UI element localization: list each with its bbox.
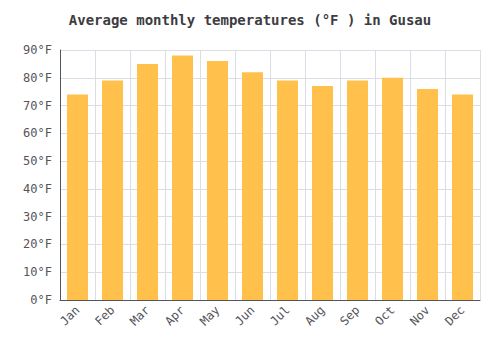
svg-text:90°F: 90°F — [23, 43, 52, 57]
svg-text:0°F: 0°F — [30, 293, 52, 307]
svg-text:Jan: Jan — [57, 303, 82, 328]
svg-text:50°F: 50°F — [23, 154, 52, 168]
svg-text:Average monthly temperatures (: Average monthly temperatures (°F ) in Gu… — [69, 12, 431, 28]
svg-text:Mar: Mar — [127, 303, 152, 328]
svg-text:Jul: Jul — [267, 303, 292, 328]
svg-text:Sep: Sep — [337, 303, 362, 328]
svg-text:Apr: Apr — [162, 303, 187, 328]
svg-text:Nov: Nov — [407, 303, 432, 328]
svg-text:Feb: Feb — [92, 303, 117, 328]
svg-text:20°F: 20°F — [23, 237, 52, 251]
svg-text:Jun: Jun — [232, 303, 257, 328]
svg-text:Aug: Aug — [302, 303, 327, 328]
svg-text:70°F: 70°F — [23, 99, 52, 113]
svg-text:80°F: 80°F — [23, 71, 52, 85]
svg-text:Oct: Oct — [372, 303, 397, 328]
svg-text:60°F: 60°F — [23, 126, 52, 140]
svg-text:Dec: Dec — [442, 303, 467, 328]
svg-text:May: May — [197, 303, 222, 328]
svg-text:40°F: 40°F — [23, 182, 52, 196]
svg-text:10°F: 10°F — [23, 265, 52, 279]
svg-text:30°F: 30°F — [23, 210, 52, 224]
